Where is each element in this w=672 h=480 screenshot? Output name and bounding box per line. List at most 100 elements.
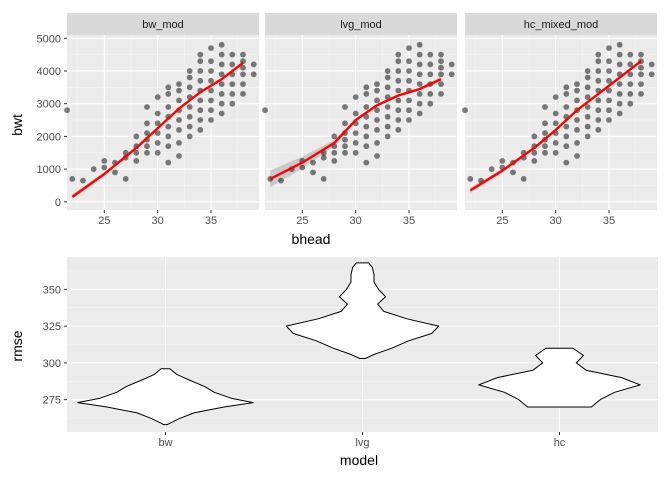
data-point xyxy=(197,77,204,84)
data-point xyxy=(552,94,559,100)
data-point xyxy=(197,51,204,58)
data-point xyxy=(395,77,402,84)
data-point xyxy=(342,120,348,127)
facet-bw_mod: bw_mod 25 30 35 0 1000 2000 3000 4000 5000 xyxy=(37,13,259,227)
data-point xyxy=(627,91,634,97)
data-point xyxy=(133,133,140,140)
data-point xyxy=(488,166,495,173)
data-point xyxy=(616,100,623,107)
data-point xyxy=(310,159,316,166)
data-point xyxy=(186,68,193,74)
data-point xyxy=(218,51,225,58)
facet-strip-label: lvg_mod xyxy=(340,19,382,31)
data-point xyxy=(531,133,538,140)
data-point xyxy=(250,71,257,78)
data-point xyxy=(165,123,172,130)
data-point xyxy=(218,41,225,48)
data-point xyxy=(208,77,214,84)
data-point xyxy=(416,81,423,87)
data-point xyxy=(363,133,370,140)
data-point xyxy=(320,154,327,161)
data-point xyxy=(218,71,225,78)
scatter-y-axis-title: bwt xyxy=(9,114,25,136)
data-point xyxy=(240,64,246,71)
violin-bw xyxy=(77,368,254,426)
data-point xyxy=(208,117,214,123)
data-point xyxy=(342,143,348,150)
data-point xyxy=(218,110,225,117)
data-point xyxy=(584,84,591,91)
data-point xyxy=(197,68,204,74)
data-point xyxy=(584,104,591,110)
data-point xyxy=(552,110,559,117)
data-point xyxy=(542,120,548,127)
data-point xyxy=(229,61,236,68)
data-point xyxy=(406,45,412,51)
data-point xyxy=(416,61,423,68)
data-point xyxy=(552,120,559,127)
data-point xyxy=(606,68,612,74)
data-point xyxy=(186,84,193,91)
data-point xyxy=(448,61,455,68)
data-point xyxy=(595,51,602,58)
data-point xyxy=(218,100,225,107)
data-point xyxy=(595,77,602,84)
data-point xyxy=(406,107,412,114)
data-point xyxy=(467,176,474,182)
data-point xyxy=(616,110,623,117)
data-point xyxy=(197,117,204,123)
x-tick-label: lvg xyxy=(355,437,369,449)
data-point xyxy=(438,64,444,71)
data-point xyxy=(363,84,370,91)
data-point xyxy=(352,149,359,156)
data-point xyxy=(416,110,423,117)
data-point xyxy=(427,100,434,107)
data-point xyxy=(208,87,214,94)
data-point xyxy=(165,143,172,150)
data-point xyxy=(165,104,172,110)
violin-y-axis-title: rmse xyxy=(9,330,25,361)
data-point xyxy=(374,107,380,114)
data-point xyxy=(229,100,236,107)
data-point xyxy=(574,97,580,104)
facet-lvg_mod: lvg_mod 25 30 35 xyxy=(262,13,457,227)
data-point xyxy=(395,97,402,104)
data-point xyxy=(154,140,161,146)
confidence-ribbon xyxy=(270,76,441,188)
data-point xyxy=(208,58,214,65)
data-point xyxy=(384,123,391,130)
data-point xyxy=(542,104,548,110)
data-point xyxy=(563,91,570,97)
data-point xyxy=(542,149,548,156)
data-point xyxy=(627,81,634,87)
data-point xyxy=(606,87,612,94)
data-point xyxy=(176,81,182,87)
data-point xyxy=(165,133,172,140)
data-point xyxy=(416,100,423,107)
data-point xyxy=(510,169,516,176)
x-tick-label: 35 xyxy=(403,215,415,227)
data-point xyxy=(606,97,612,104)
data-point xyxy=(416,91,423,97)
data-point xyxy=(208,45,214,51)
data-point xyxy=(374,81,380,87)
data-point xyxy=(176,153,182,159)
data-point xyxy=(638,51,644,58)
data-point xyxy=(374,153,380,159)
data-point xyxy=(616,51,623,58)
data-point xyxy=(627,71,634,78)
data-point xyxy=(563,84,570,91)
x-tick-label: 25 xyxy=(496,215,508,227)
fit-line xyxy=(71,61,244,198)
data-point xyxy=(563,123,570,130)
data-point xyxy=(331,158,338,164)
data-point xyxy=(186,133,193,140)
facet-strip-label: hc_mixed_mod xyxy=(524,19,599,31)
data-point xyxy=(406,97,412,104)
data-point xyxy=(208,97,214,104)
data-point xyxy=(416,51,423,58)
data-point xyxy=(606,117,612,123)
fit-line xyxy=(469,60,642,192)
data-point xyxy=(229,91,236,97)
data-point xyxy=(427,61,434,68)
